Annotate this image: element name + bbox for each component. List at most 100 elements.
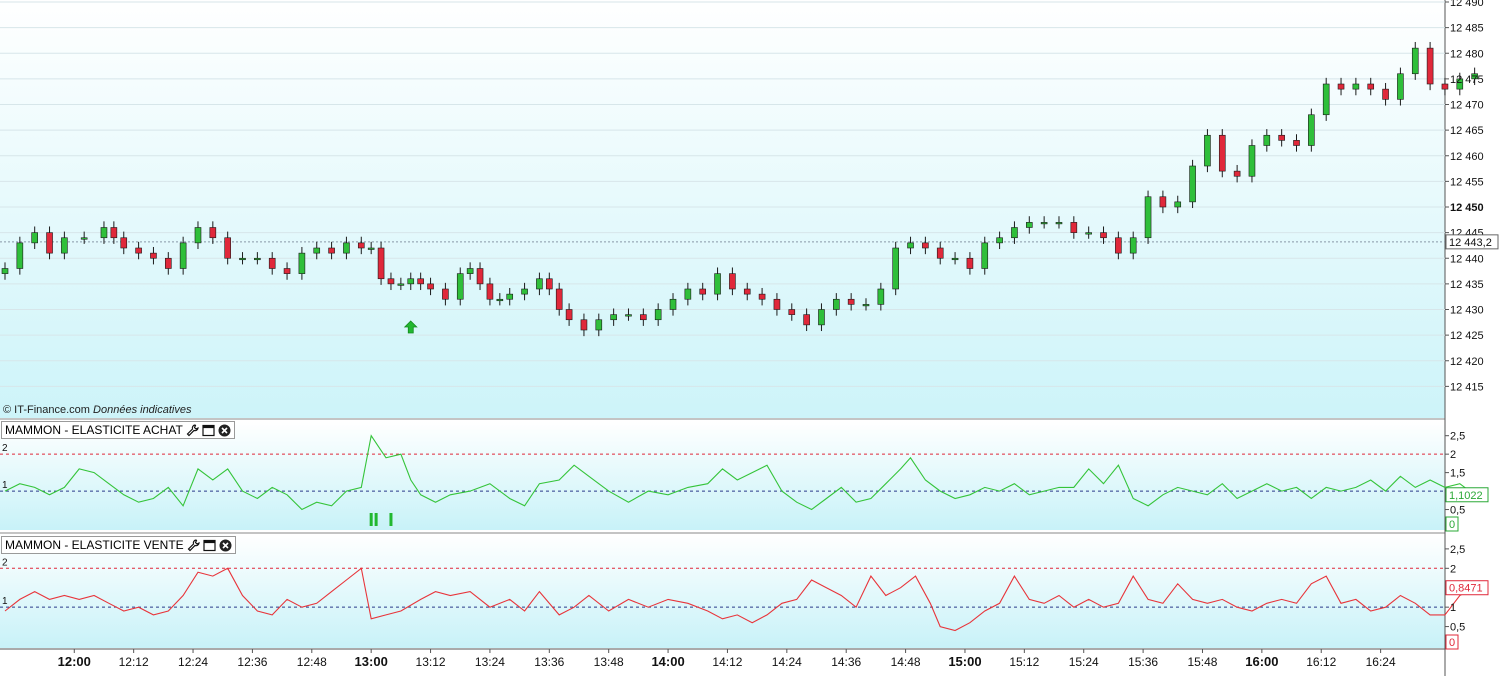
window-icon[interactable] — [203, 539, 216, 552]
y-tick-label: 12 485 — [1450, 23, 1484, 35]
candle-body — [546, 278, 553, 290]
candle-body — [729, 273, 736, 290]
candle-body — [367, 247, 375, 250]
wrench-icon[interactable] — [186, 423, 199, 437]
last-price-label: 12 443,2 — [1449, 237, 1492, 249]
candle — [328, 241, 335, 260]
last-price-box — [1445, 234, 1499, 250]
candle — [833, 293, 840, 316]
candle-body — [1040, 222, 1048, 225]
x-tick-label: 15:00 — [948, 654, 981, 669]
candle-body — [1471, 73, 1478, 80]
candle — [377, 241, 385, 285]
candle — [476, 262, 484, 291]
candle — [1248, 139, 1256, 183]
candle-body — [407, 278, 415, 285]
signal-bar — [369, 513, 373, 526]
sell-value-box — [1445, 580, 1489, 596]
candle-body — [1248, 145, 1256, 177]
sell-y-tick-label: 0,5 — [1450, 622, 1465, 634]
candle-body — [758, 293, 766, 300]
x-tick-label: 15:36 — [1128, 655, 1158, 669]
y-tick-label: 12 450 — [1450, 202, 1484, 214]
candle — [922, 236, 929, 255]
candle-body — [1367, 83, 1375, 90]
candle — [580, 313, 588, 337]
candle — [714, 267, 721, 301]
candle-body — [135, 247, 142, 254]
candle — [951, 252, 959, 265]
candle — [758, 287, 766, 306]
candle — [254, 252, 261, 265]
buy-ref-label-high: 2 — [2, 443, 8, 454]
signal-bar — [374, 513, 378, 526]
candle-body — [892, 247, 899, 290]
buy-ref-label-low: 1 — [2, 480, 8, 491]
candle — [31, 226, 38, 250]
y-tick-label: 12 425 — [1450, 330, 1484, 342]
candle-body — [427, 283, 434, 290]
candle-body — [343, 242, 350, 254]
x-tick-label: 12:12 — [119, 655, 149, 669]
candle-body — [625, 314, 632, 317]
candle — [1159, 190, 1167, 214]
candle-body — [1070, 222, 1078, 233]
candle — [625, 308, 632, 321]
candle-body — [1011, 227, 1018, 239]
x-tick-label: 13:48 — [594, 655, 624, 669]
candle — [1293, 134, 1300, 152]
candle — [640, 308, 647, 326]
candle-body — [565, 309, 573, 321]
candle-body — [773, 298, 781, 310]
candle-body — [476, 268, 484, 285]
close-icon[interactable] — [219, 539, 232, 552]
x-tick-label: 13:36 — [534, 655, 564, 669]
buy-zero-box — [1445, 516, 1459, 532]
candle-body — [847, 298, 855, 305]
buy-y-tick-label: 0,5 — [1450, 505, 1465, 517]
candle-body — [1308, 114, 1315, 146]
candle — [427, 277, 434, 296]
candle-body — [1025, 222, 1033, 228]
candle — [179, 236, 187, 275]
candle-body — [1100, 232, 1107, 239]
candle — [818, 303, 825, 332]
candle-body — [1233, 170, 1241, 177]
candle-body — [1189, 165, 1196, 203]
x-tick-label: 13:12 — [416, 655, 446, 669]
candle — [209, 221, 217, 244]
window-icon[interactable] — [202, 424, 215, 437]
candle — [367, 241, 375, 255]
candle — [1115, 231, 1122, 260]
candle-body — [387, 278, 395, 285]
candle-body — [536, 278, 543, 290]
close-icon[interactable] — [218, 424, 231, 437]
candle-body — [1426, 47, 1434, 85]
wrench-icon[interactable] — [187, 538, 200, 552]
candle — [1426, 41, 1434, 91]
candle-body — [100, 227, 108, 239]
candle — [907, 236, 914, 255]
candle-body — [833, 298, 840, 310]
x-tick-label: 14:48 — [891, 655, 921, 669]
x-tick-label: 12:48 — [297, 655, 327, 669]
candle — [298, 246, 306, 280]
y-tick-label: 12 460 — [1450, 151, 1484, 163]
candle-body — [1218, 134, 1226, 172]
y-tick-label: 12 420 — [1450, 356, 1484, 368]
candle-body — [1352, 83, 1360, 90]
candle-body — [456, 273, 464, 300]
candle-body — [46, 232, 53, 254]
candle-body — [357, 242, 365, 249]
candle-body — [1129, 237, 1137, 254]
candle-body — [110, 227, 118, 239]
candle-body — [640, 314, 647, 321]
x-tick-label: 15:24 — [1069, 655, 1099, 669]
candle — [417, 272, 424, 291]
candle — [16, 236, 24, 275]
candle — [729, 267, 736, 296]
candle — [610, 308, 617, 326]
x-tick-label: 13:24 — [475, 655, 505, 669]
candle — [1263, 129, 1271, 152]
sell-ref-label-high: 2 — [2, 557, 8, 568]
